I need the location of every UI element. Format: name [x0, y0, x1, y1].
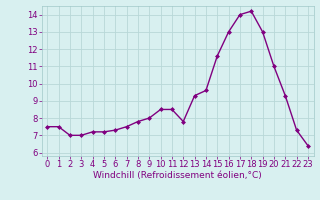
X-axis label: Windchill (Refroidissement éolien,°C): Windchill (Refroidissement éolien,°C) — [93, 171, 262, 180]
